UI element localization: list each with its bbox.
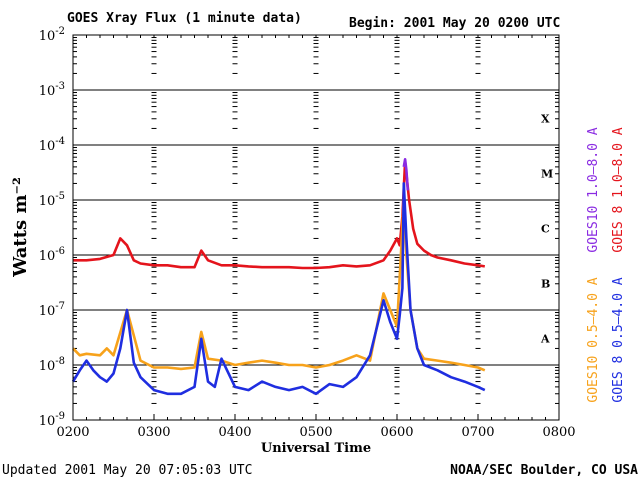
chart-title: GOES Xray Flux (1 minute data)	[67, 11, 302, 26]
flare-class-labels: X M C B A	[540, 113, 553, 346]
x-axis-label: Universal Time	[261, 441, 371, 456]
begin-time: Begin: 2001 May 20 0200 UTC	[349, 16, 560, 31]
y-tick-label: 10-2	[39, 26, 65, 44]
y-tick-label: 10-9	[39, 411, 65, 429]
y-tick-label: 10-6	[39, 246, 65, 264]
legend-item: GOES 8 0.5–4.0 A	[611, 277, 626, 402]
series-goes10-0-5-4-0-a	[72, 198, 486, 372]
x-tick-label: 0500	[299, 425, 332, 440]
series-goes-8-1-0-8-0-a	[73, 160, 486, 270]
updated-timestamp: Updated 2001 May 20 07:05:03 UTC	[2, 463, 252, 478]
x-tick-label: 0200	[56, 425, 89, 440]
flare-class-m: M	[541, 168, 553, 181]
series-goes-8-0-5-4-0-a	[71, 182, 486, 396]
y-tick-label: 10-5	[39, 191, 65, 209]
credit: NOAA/SEC Boulder, CO USA	[450, 463, 638, 478]
y-tick-label: 10-3	[39, 81, 65, 99]
flare-class-x: X	[541, 113, 550, 126]
grid-lines	[73, 89, 559, 366]
legend-item: GOES 8 1.0–8.0 A	[611, 127, 626, 252]
series-goes10-1-0-8-0-a	[402, 158, 410, 191]
y-tick-label: 10-4	[39, 136, 65, 154]
flare-class-b: B	[541, 278, 550, 291]
x-tick-label: 0600	[380, 425, 413, 440]
data-series	[71, 158, 486, 396]
legend: GOES10 1.0–8.0 A GOES 8 1.0–8.0 A GOES10 0…	[586, 127, 626, 402]
x-tick-labels: 0200 0300 0400 0500 0600 0700 0800	[56, 425, 575, 440]
y-tick-label: 10-7	[39, 301, 65, 319]
plot-frame	[72, 34, 560, 421]
legend-item: GOES10 1.0–8.0 A	[586, 127, 601, 252]
x-tick-label: 0700	[461, 425, 494, 440]
y-tick-label: 10-8	[39, 356, 65, 374]
flare-class-a: A	[540, 333, 550, 346]
flare-class-c: C	[541, 223, 550, 236]
y-tick-labels: 10-2 10-3 10-4 10-5 10-6 10-7 10-8 10-9	[39, 26, 65, 429]
x-tick-label: 0400	[218, 425, 251, 440]
legend-item: GOES10 0.5–4.0 A	[586, 277, 601, 402]
y-axis-label: Watts m⁻²	[10, 177, 31, 278]
x-tick-label: 0300	[137, 425, 170, 440]
x-tick-label: 0800	[542, 425, 575, 440]
